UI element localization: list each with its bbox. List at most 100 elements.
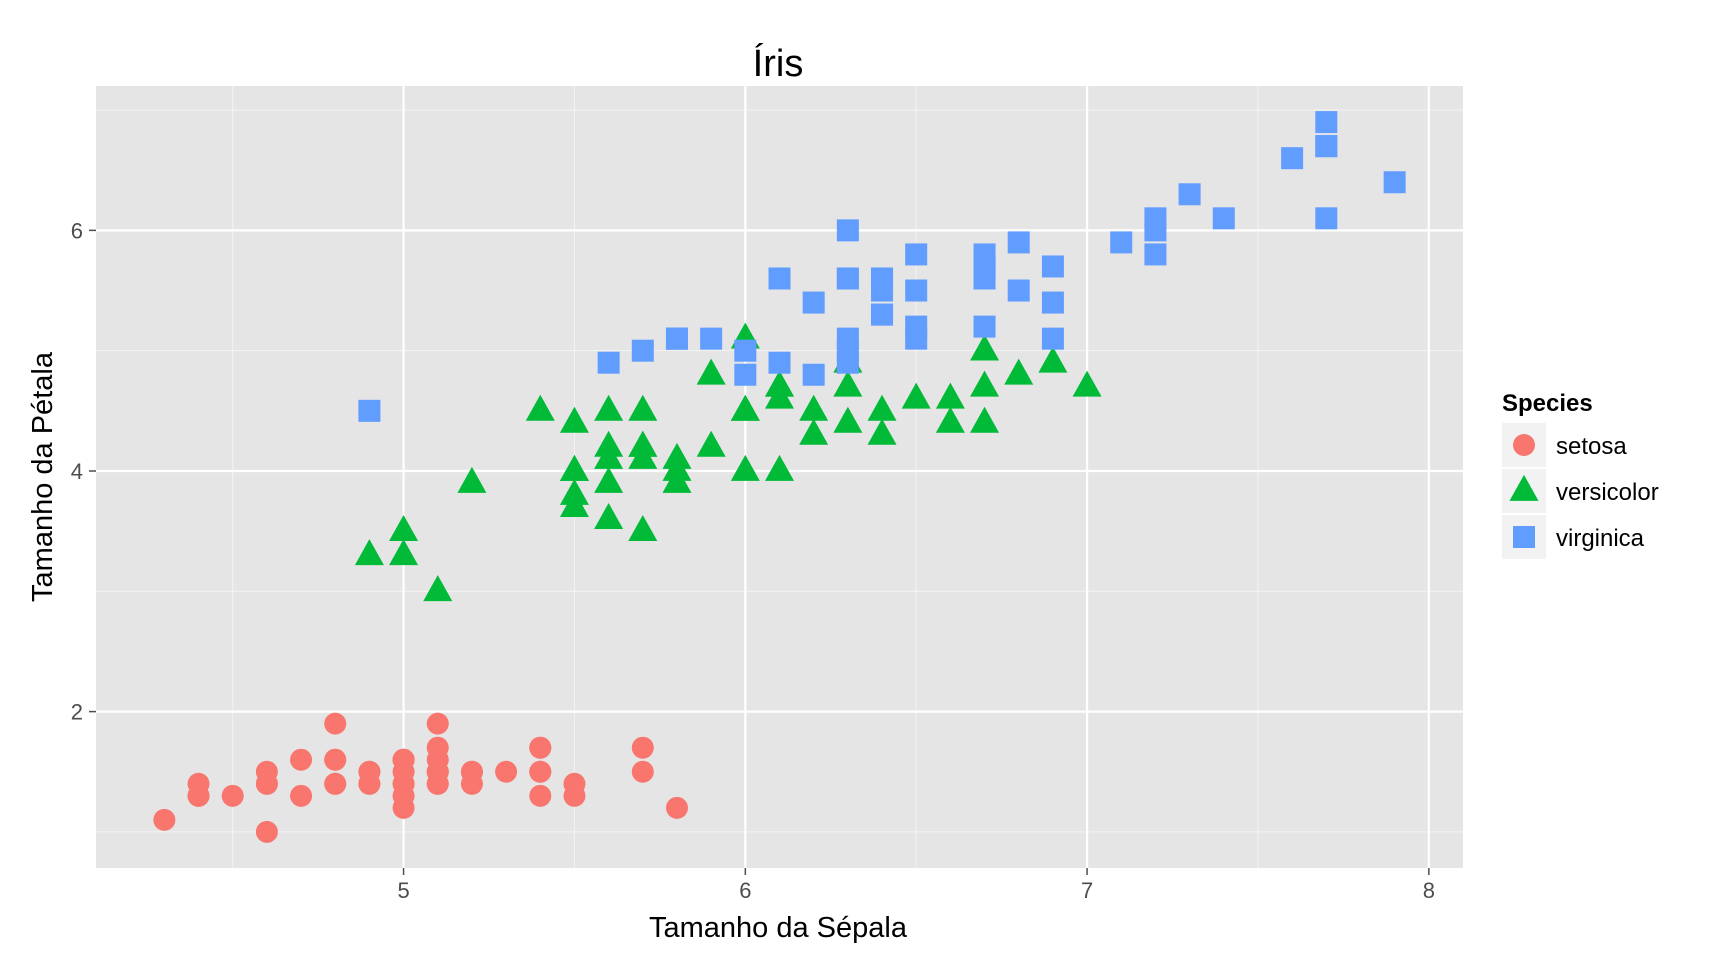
- point-versicolor: [765, 382, 794, 409]
- point-virginica: [1144, 219, 1167, 242]
- legend: Species setosa versicolor virginica: [1502, 390, 1659, 559]
- x-axis: 5 6 7 8: [397, 868, 1435, 903]
- legend-label-setosa: setosa: [1556, 433, 1627, 460]
- legend-key-virginica: [1513, 526, 1535, 548]
- point-virginica: [802, 291, 825, 314]
- point-versicolor: [594, 502, 624, 529]
- point-versicolor: [1004, 358, 1034, 385]
- point-versicolor: [696, 358, 726, 385]
- point-versicolor: [389, 539, 419, 566]
- point-virginica: [1007, 231, 1030, 254]
- point-setosa: [631, 736, 654, 759]
- point-versicolor: [901, 382, 931, 409]
- point-virginica: [1144, 243, 1167, 266]
- point-setosa: [324, 748, 347, 771]
- point-virginica: [597, 351, 620, 374]
- point-versicolor: [594, 394, 624, 421]
- point-versicolor: [730, 394, 760, 421]
- y-axis: 2 4 6: [71, 218, 96, 725]
- point-setosa: [426, 748, 449, 771]
- point-setosa: [392, 748, 415, 771]
- legend-items: setosa versicolor virginica: [1502, 423, 1659, 559]
- point-virginica: [1007, 279, 1030, 302]
- point-versicolor: [628, 515, 658, 542]
- point-virginica: [836, 339, 859, 362]
- legend-title: Species: [1502, 390, 1593, 417]
- point-setosa: [495, 760, 518, 783]
- data-points: [153, 111, 1406, 843]
- point-versicolor: [389, 515, 419, 542]
- point-virginica: [1041, 291, 1064, 314]
- point-virginica: [973, 315, 996, 338]
- point-virginica: [836, 219, 859, 242]
- point-versicolor: [730, 454, 760, 481]
- legend-label-versicolor: versicolor: [1556, 479, 1659, 506]
- point-setosa: [358, 772, 381, 795]
- series-setosa: [153, 712, 688, 843]
- point-versicolor: [559, 406, 589, 433]
- point-setosa: [187, 784, 210, 807]
- y-tick-label: 4: [71, 459, 83, 484]
- point-versicolor: [594, 466, 624, 493]
- point-virginica: [1315, 135, 1338, 158]
- grid-minor: [96, 86, 1463, 868]
- point-setosa: [255, 772, 278, 795]
- point-setosa: [153, 808, 176, 831]
- point-versicolor: [970, 334, 1000, 361]
- point-setosa: [631, 760, 654, 783]
- point-versicolor: [628, 394, 658, 421]
- point-setosa: [221, 784, 244, 807]
- point-virginica: [1281, 147, 1304, 170]
- point-versicolor: [1072, 370, 1102, 397]
- point-setosa: [324, 712, 347, 735]
- point-setosa: [324, 772, 347, 795]
- series-virginica: [358, 111, 1406, 422]
- y-tick-label: 2: [71, 700, 83, 725]
- point-virginica: [871, 303, 894, 326]
- point-setosa: [529, 760, 552, 783]
- legend-item-setosa: setosa: [1502, 423, 1627, 467]
- point-versicolor: [935, 382, 965, 409]
- x-tick-label: 6: [739, 878, 751, 903]
- point-versicolor: [457, 466, 487, 493]
- point-versicolor: [799, 394, 829, 421]
- chart-title: Íris: [753, 42, 804, 85]
- y-tick-label: 6: [71, 218, 83, 243]
- point-virginica: [734, 339, 757, 362]
- point-setosa: [426, 712, 449, 735]
- legend-key-setosa: [1513, 434, 1535, 456]
- point-versicolor: [525, 394, 555, 421]
- point-setosa: [460, 760, 483, 783]
- point-versicolor: [354, 539, 384, 566]
- point-setosa: [255, 820, 278, 843]
- point-setosa: [529, 736, 552, 759]
- point-versicolor: [833, 406, 863, 433]
- point-virginica: [768, 351, 791, 374]
- point-virginica: [905, 315, 928, 338]
- legend-item-versicolor: versicolor: [1502, 469, 1659, 513]
- point-virginica: [1315, 111, 1338, 134]
- point-virginica: [973, 255, 996, 278]
- point-versicolor: [559, 454, 589, 481]
- x-axis-title: Tamanho da Sépala: [649, 912, 908, 944]
- point-virginica: [700, 327, 723, 350]
- point-setosa: [392, 772, 415, 795]
- point-versicolor: [1038, 346, 1068, 373]
- point-virginica: [665, 327, 688, 350]
- point-virginica: [358, 399, 381, 422]
- point-virginica: [1041, 327, 1064, 350]
- point-virginica: [734, 363, 757, 386]
- x-tick-label: 5: [397, 878, 409, 903]
- x-tick-label: 8: [1423, 878, 1435, 903]
- point-virginica: [905, 243, 928, 266]
- point-virginica: [768, 267, 791, 290]
- point-virginica: [905, 279, 928, 302]
- y-axis-title: Tamanho da Pétala: [27, 351, 59, 602]
- point-virginica: [631, 339, 654, 362]
- point-versicolor: [799, 418, 829, 445]
- point-virginica: [871, 279, 894, 302]
- point-virginica: [1212, 207, 1235, 230]
- point-setosa: [665, 796, 688, 819]
- point-virginica: [1315, 207, 1338, 230]
